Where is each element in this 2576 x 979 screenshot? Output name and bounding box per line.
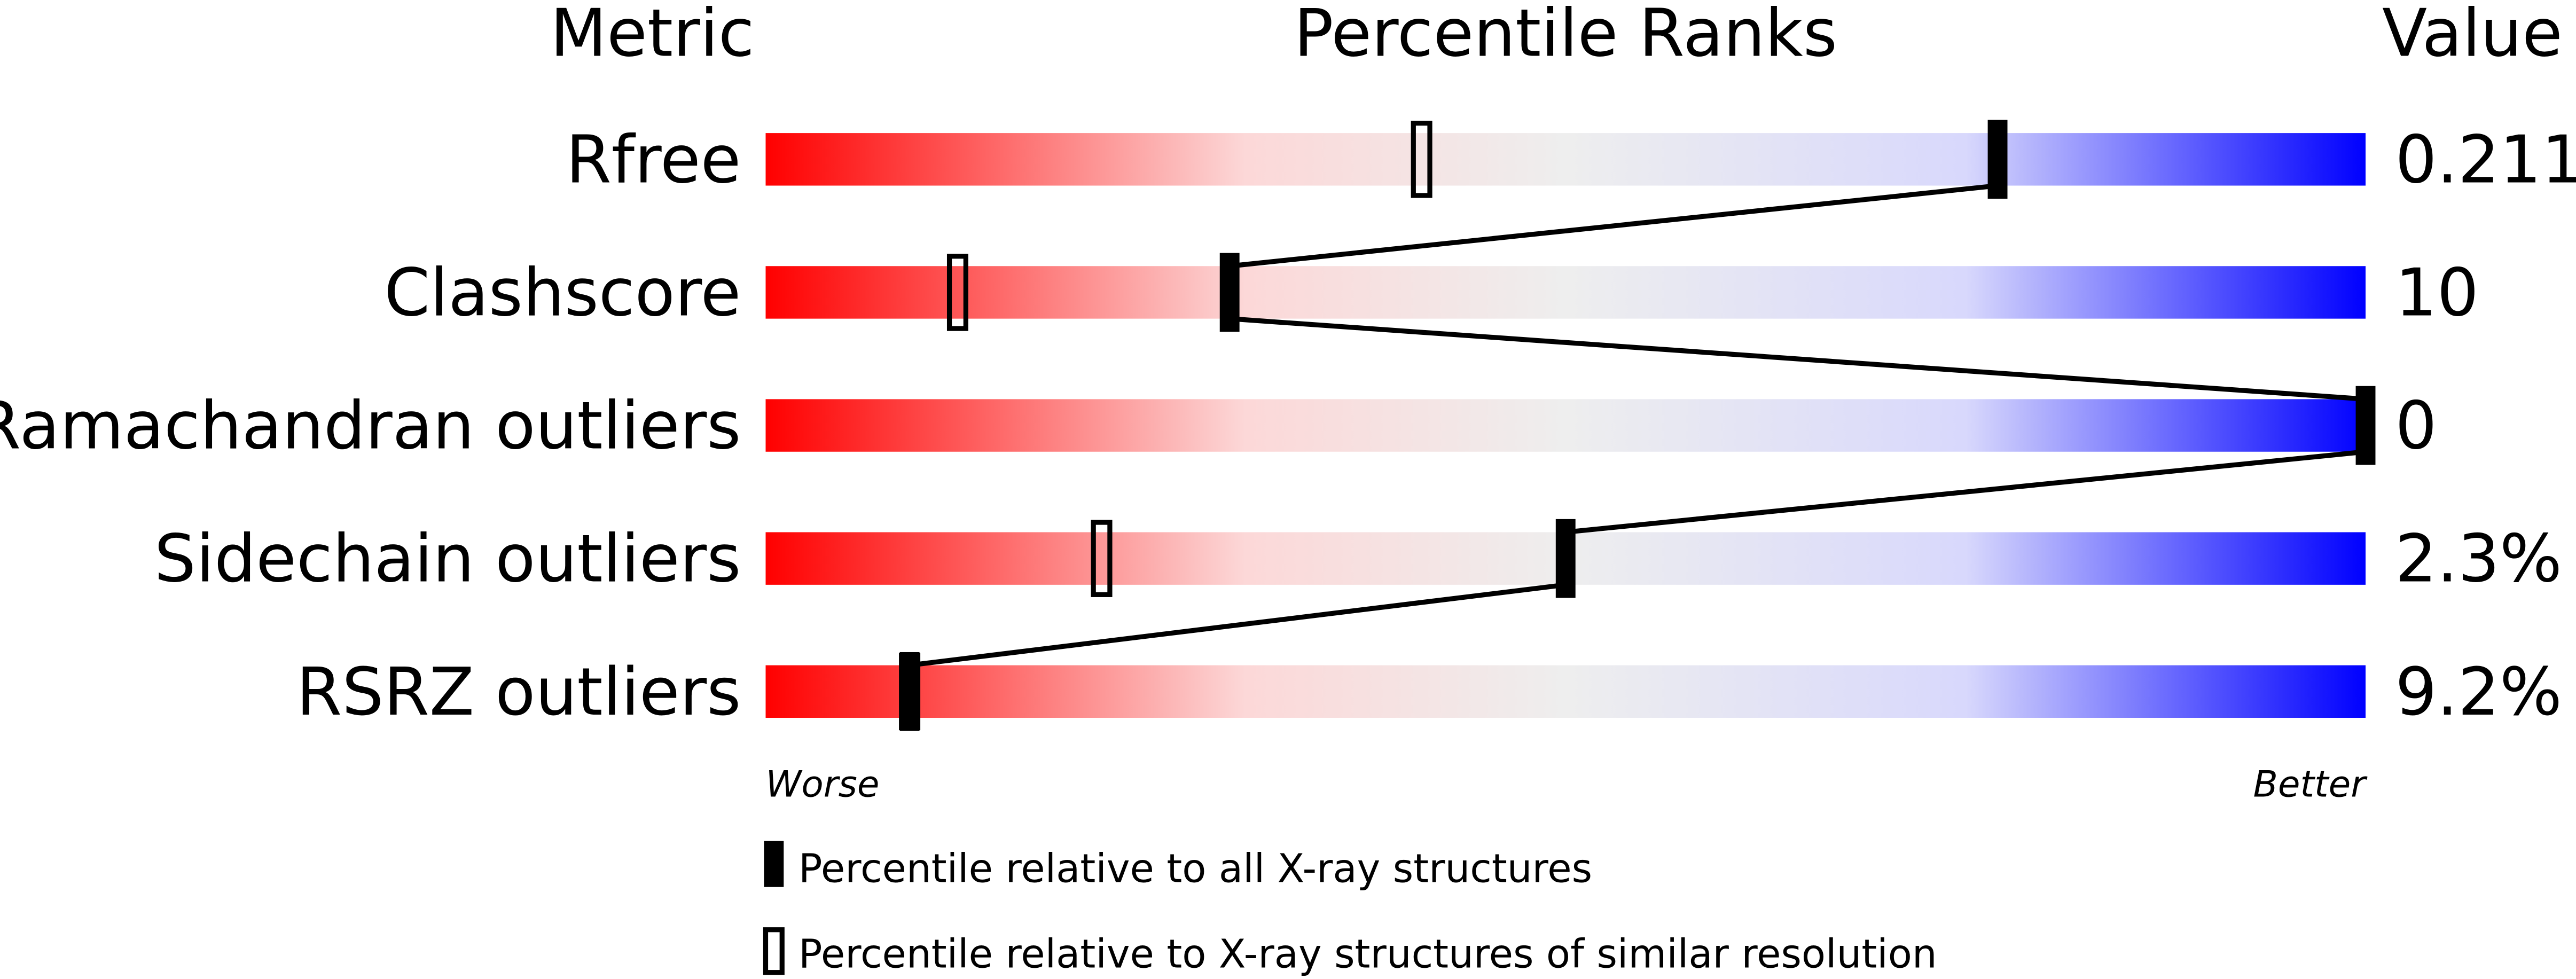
metric-value: 0.211 bbox=[2395, 122, 2576, 198]
all-structures-marker bbox=[2355, 386, 2376, 465]
all-structures-marker bbox=[1219, 253, 1240, 332]
metric-label: RSRZ outliers bbox=[296, 654, 741, 731]
legend-all: Percentile relative to all X-ray structu… bbox=[798, 846, 1592, 892]
legend-open-marker bbox=[763, 927, 785, 975]
percentile-bar bbox=[765, 665, 2366, 718]
metric-value: 10 bbox=[2395, 255, 2479, 331]
connector-line bbox=[1229, 316, 2366, 402]
connector-line bbox=[1565, 449, 2366, 535]
similar-resolution-marker bbox=[1091, 520, 1113, 597]
similar-resolution-marker bbox=[1411, 121, 1432, 198]
legend-filled-marker bbox=[764, 841, 784, 887]
header-percentile: Percentile Ranks bbox=[1294, 0, 1837, 72]
connector-line bbox=[1229, 183, 1998, 269]
percentile-bar bbox=[765, 399, 2366, 452]
header-value: Value bbox=[2382, 0, 2563, 72]
metric-label: Rfree bbox=[566, 122, 741, 198]
metric-value: 2.3% bbox=[2395, 521, 2562, 598]
all-structures-marker bbox=[1555, 519, 1576, 598]
all-structures-marker bbox=[899, 652, 920, 731]
header-metric: Metric bbox=[550, 0, 754, 72]
percentile-bar bbox=[765, 266, 2366, 319]
metric-value: 0 bbox=[2395, 388, 2437, 465]
similar-resolution-marker bbox=[946, 254, 968, 331]
legend-similar: Percentile relative to X-ray structures … bbox=[798, 931, 1937, 977]
worse-label: Worse bbox=[765, 763, 879, 805]
metric-label: Clashscore bbox=[384, 255, 741, 331]
connector-line bbox=[909, 582, 1566, 668]
metric-label: Ramachandran outliers bbox=[0, 388, 741, 465]
better-label: Better bbox=[2253, 763, 2368, 805]
metric-label: Sidechain outliers bbox=[154, 521, 741, 598]
metric-value: 9.2% bbox=[2395, 654, 2562, 731]
percentile-bar bbox=[765, 133, 2366, 186]
all-structures-marker bbox=[1987, 120, 2008, 199]
